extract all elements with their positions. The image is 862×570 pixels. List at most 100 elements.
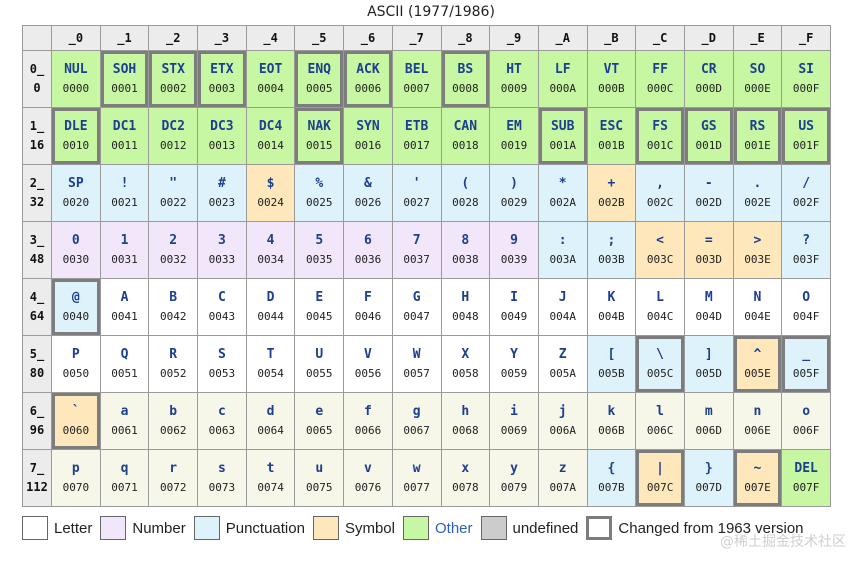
char-codepoint: 0013 [208, 139, 236, 152]
table-row: 5_ 80 P 0050 Q 0051 R 0052 S 0053 T 0054 U 0055 V 0056 W… [22, 335, 831, 393]
char-cell: H 0048 [440, 278, 491, 336]
char-cell-inner: SP 0020 [52, 166, 99, 221]
char-cell: STX 0002 [148, 50, 199, 108]
char-glyph: R [169, 347, 178, 362]
char-glyph: CR [700, 62, 717, 77]
table-row: 1_ 16 DLE 0010 DC1 0011 DC2 0012 DC3 0013 DC4 0014 N… [22, 107, 831, 165]
char-cell-inner: ` 0060 [52, 393, 100, 449]
char-glyph: G [412, 290, 421, 305]
char-cell: S 0053 [197, 335, 247, 393]
char-cell: 3 0033 [197, 221, 247, 279]
char-codepoint: 0042 [159, 310, 187, 323]
char-cell: I 0049 [489, 278, 539, 336]
char-cell: h 0068 [440, 392, 491, 450]
char-cell-inner: q 0071 [101, 451, 148, 506]
char-codepoint: 005E [744, 367, 771, 380]
char-codepoint: 0000 [62, 82, 90, 95]
char-codepoint: 0005 [306, 82, 333, 95]
char-cell: CR 000D [683, 50, 734, 108]
char-glyph: g [412, 404, 421, 419]
char-cell-inner: s 0073 [199, 451, 246, 506]
char-codepoint: 0078 [452, 481, 479, 494]
column-header: _F [781, 25, 831, 51]
char-cell: d 0064 [245, 392, 296, 450]
char-codepoint: 0017 [403, 139, 430, 152]
legend-item-symbol: Symbol [312, 516, 395, 540]
char-cell: / 002F [781, 164, 831, 222]
char-cell: 2 0032 [148, 221, 199, 279]
char-glyph: SI [798, 62, 814, 77]
row-header: 1_ 16 [22, 107, 52, 165]
char-cell-inner: 6 0036 [345, 223, 392, 278]
char-cell: DC1 0011 [99, 107, 150, 165]
legend-item-punct: Punctuation [193, 516, 305, 540]
char-codepoint: 0002 [159, 82, 187, 95]
char-cell: B 0042 [148, 278, 199, 336]
char-glyph: } [704, 461, 713, 476]
char-codepoint: 000A [549, 82, 576, 95]
char-cell: | 007C [635, 449, 685, 507]
char-cell-inner: b 0062 [150, 394, 197, 449]
char-glyph: i [510, 404, 518, 419]
char-cell-inner: NUL 0000 [52, 52, 99, 107]
row-header: 3_ 48 [22, 221, 52, 279]
char-codepoint: 004A [549, 310, 576, 323]
char-cell: SYN 0016 [343, 107, 393, 165]
char-codepoint: 0065 [306, 424, 333, 437]
char-glyph: L [656, 290, 664, 305]
char-cell: @0040 [51, 278, 101, 336]
char-cell-inner: [005B [588, 337, 635, 392]
char-cell: = 003D [683, 221, 734, 279]
char-codepoint: 002B [598, 196, 625, 209]
char-glyph: DEL [794, 461, 818, 476]
char-cell-inner: DC2 0012 [150, 109, 197, 164]
char-glyph: + [607, 176, 616, 191]
char-codepoint: 005F [792, 367, 820, 380]
char-cell-inner: , 002C [637, 166, 684, 221]
char-cell: ESC 001B [586, 107, 637, 165]
char-cell: , 002C [635, 164, 685, 222]
char-cell-inner: 4 0034 [247, 223, 294, 278]
char-glyph: BS [457, 62, 474, 77]
char-cell: g 0067 [391, 392, 442, 450]
char-cell-inner: E 0045 [296, 280, 343, 335]
table-title: ASCII (1977/1986) [367, 4, 495, 20]
column-header: _A [537, 25, 588, 51]
column-header: _C [635, 25, 685, 51]
row-header: 2_ 32 [22, 164, 52, 222]
char-cell-inner: ? 003F [783, 223, 830, 278]
row-header-decimal: 16 [29, 138, 45, 152]
char-cell-inner: 5 0035 [296, 223, 343, 278]
char-cell: RS 001E [732, 107, 783, 165]
char-glyph: n [753, 404, 762, 419]
char-glyph: z [558, 461, 567, 476]
legend-item-undef: undefined [480, 516, 578, 540]
char-cell-inner: US 001F [782, 108, 830, 164]
char-cell: " 0022 [148, 164, 199, 222]
char-codepoint: 0051 [111, 367, 138, 380]
char-glyph: K [607, 290, 616, 305]
char-codepoint: 0039 [500, 253, 528, 266]
char-glyph: FS [652, 119, 668, 134]
char-cell-inner: G 0047 [393, 280, 440, 335]
char-glyph: EM [506, 119, 522, 134]
legend: Letter Number Punctuation Symbol Other undefi… [22, 513, 812, 543]
legend-item-other: Other [402, 516, 473, 540]
char-glyph: O [802, 290, 811, 305]
char-glyph: LF [554, 62, 571, 77]
char-glyph: 1 [120, 233, 129, 248]
char-cell: m 006D [683, 392, 734, 450]
char-glyph: c [217, 404, 226, 419]
char-glyph: DC3 [210, 119, 234, 134]
char-codepoint: 0037 [403, 253, 430, 266]
char-cell-inner: @0040 [52, 279, 100, 335]
char-codepoint: 004B [598, 310, 625, 323]
char-cell: w 0077 [391, 449, 442, 507]
row-header: 4_ 64 [22, 278, 52, 336]
char-codepoint: 0026 [354, 196, 382, 209]
char-codepoint: 0008 [452, 82, 479, 95]
char-glyph: BEL [404, 62, 429, 77]
char-cell-inner: LF 000A [539, 52, 586, 107]
char-codepoint: 0053 [208, 367, 236, 380]
char-glyph: x [461, 461, 470, 476]
